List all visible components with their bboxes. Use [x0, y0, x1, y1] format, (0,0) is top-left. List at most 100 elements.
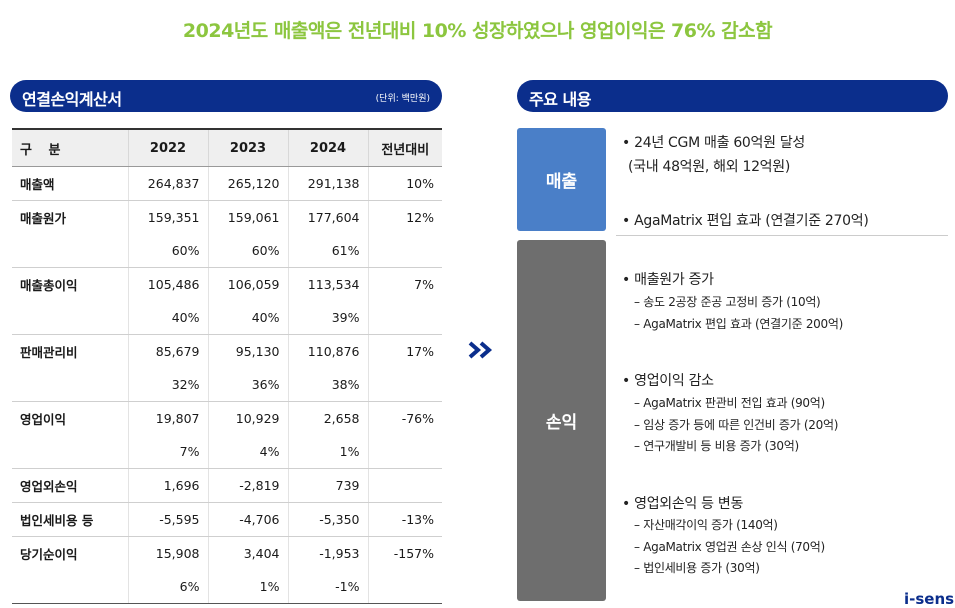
divider — [616, 235, 948, 236]
income-statement-title: 연결손익계산서 — [22, 90, 122, 109]
cell-2023: 3,404 — [208, 536, 289, 570]
row-label: 영업외손익 — [12, 468, 129, 503]
table-header-row: 구 분 2022 2023 2024 전년대비 — [12, 128, 442, 167]
cell-2023: 95,130 — [208, 334, 289, 368]
cell-2024: 291,138 — [288, 166, 369, 201]
cell-2023: 265,120 — [208, 166, 289, 201]
cell-yoy: 10% — [368, 166, 442, 201]
cell-2022: 85,679 — [128, 334, 209, 368]
cell-2022: -5,595 — [128, 502, 209, 537]
sales-bullet-sub: (국내 48억원, 해외 12억원) — [628, 159, 790, 175]
pl-section-head: • 영업이익 감소 — [622, 373, 714, 389]
pl-category-box: 손익 — [517, 240, 606, 601]
row-label: 판매관리비 — [12, 334, 129, 368]
table-row: 매출총이익 105,486 106,059 113,534 7% — [12, 267, 442, 301]
ratio-2024: 1% — [288, 435, 369, 469]
cell-2024: -5,350 — [288, 502, 369, 537]
header-2023: 2023 — [208, 128, 289, 167]
table-row: 당기순이익 15,908 3,404 -1,953 -157% — [12, 536, 442, 570]
cell-2023: -4,706 — [208, 502, 289, 537]
table-row: 영업이익 19,807 10,929 2,658 -76% — [12, 401, 442, 435]
key-points-header: 주요 내용 — [517, 80, 948, 112]
table-row-ratio: 60% 60% 61% — [12, 234, 442, 268]
cell-2022: 15,908 — [128, 536, 209, 570]
pl-category-label: 손익 — [545, 413, 578, 433]
row-label: 매출액 — [12, 166, 129, 201]
income-statement-table: 구 분 2022 2023 2024 전년대비 매출액 264,837 265,… — [12, 128, 442, 604]
row-label: 매출총이익 — [12, 267, 129, 301]
cell-yoy: -76% — [401, 411, 434, 426]
row-label: 당기순이익 — [12, 536, 129, 570]
sales-bullet: • 24년 CGM 매출 60억원 달성 — [622, 135, 806, 151]
cell-2023: 106,059 — [208, 267, 289, 301]
double-chevron-right-icon — [468, 341, 493, 359]
pl-section-item: – 연구개발비 등 비용 증가 (30억) — [634, 439, 799, 453]
ratio-2023: 1% — [208, 570, 289, 604]
cell-2024: 110,876 — [288, 334, 369, 368]
table-row: 영업외손익 1,696 -2,819 739 — [12, 468, 442, 503]
pl-section-item: – 법인세비용 증가 (30억) — [634, 561, 760, 575]
cell-yoy: -13% — [368, 502, 442, 537]
cell-2024: 739 — [288, 468, 369, 503]
cell-yoy: -157% — [393, 546, 434, 561]
cell-yoy: 17% — [406, 344, 434, 359]
header-yoy: 전년대비 — [368, 128, 442, 167]
table-row: 매출원가 159,351 159,061 177,604 12% — [12, 200, 442, 234]
ratio-2023: 4% — [208, 435, 289, 469]
pl-section-item: – AgaMatrix 판관비 전입 효과 (90억) — [634, 396, 825, 410]
sales-bullet: • AgaMatrix 편입 효과 (연결기준 270억) — [622, 213, 869, 229]
cell-2022: 159,351 — [128, 200, 209, 234]
ratio-2024: 39% — [288, 301, 369, 335]
ratio-2022: 40% — [128, 301, 209, 335]
ratio-2022: 60% — [128, 234, 209, 268]
cell-2022: 264,837 — [128, 166, 209, 201]
table-row-ratio: 7% 4% 1% — [12, 435, 442, 469]
header-2024: 2024 — [288, 128, 369, 167]
cell-2022: 105,486 — [128, 267, 209, 301]
cell-yoy — [368, 468, 442, 503]
row-label: 영업이익 — [12, 401, 129, 435]
cell-2024: 113,534 — [288, 267, 369, 301]
cell-2024: 2,658 — [288, 401, 369, 435]
key-points-title: 주요 내용 — [529, 90, 591, 109]
table-row: 매출액 264,837 265,120 291,138 10% — [12, 166, 442, 201]
ratio-2024: 38% — [288, 368, 369, 402]
pl-section-item: – AgaMatrix 영업권 손상 인식 (70억) — [634, 540, 825, 554]
ratio-2023: 40% — [208, 301, 289, 335]
cell-yoy: 7% — [414, 277, 434, 292]
sales-category-box: 매출 — [517, 128, 606, 231]
pl-section-item: – 자산매각이익 증가 (140억) — [634, 518, 778, 532]
row-label: 법인세비용 등 — [12, 502, 129, 537]
ratio-2022: 32% — [128, 368, 209, 402]
unit-label: (단위: 백만원) — [375, 94, 430, 104]
ratio-2024: 61% — [288, 234, 369, 268]
header-category: 구 분 — [12, 128, 129, 167]
ratio-2022: 7% — [128, 435, 209, 469]
table-row-ratio: 6% 1% -1% — [12, 570, 442, 604]
sales-category-label: 매출 — [545, 172, 578, 192]
table-row: 판매관리비 85,679 95,130 110,876 17% — [12, 334, 442, 368]
cell-2024: -1,953 — [288, 536, 369, 570]
company-logo: i-sens — [904, 590, 955, 608]
income-statement-header: 연결손익계산서 (단위: 백만원) — [10, 80, 442, 112]
table-row-ratio: 32% 36% 38% — [12, 368, 442, 402]
pl-section-item: – AgaMatrix 편입 효과 (연결기준 200억) — [634, 317, 843, 331]
ratio-2022: 6% — [128, 570, 209, 604]
cell-yoy: 12% — [406, 210, 434, 225]
cell-2023: 159,061 — [208, 200, 289, 234]
ratio-2024: -1% — [288, 570, 369, 604]
cell-2022: 1,696 — [128, 468, 209, 503]
pl-section-head: • 매출원가 증가 — [622, 272, 714, 288]
ratio-2023: 36% — [208, 368, 289, 402]
pl-section-item: – 송도 2공장 준공 고정비 증가 (10억) — [634, 295, 821, 309]
table-row: 법인세비용 등 -5,595 -4,706 -5,350 -13% — [12, 502, 442, 537]
cell-2022: 19,807 — [128, 401, 209, 435]
headline: 2024년도 매출액은 전년대비 10% 성장하였으나 영업이익은 76% 감소… — [182, 20, 773, 42]
cell-2024: 177,604 — [288, 200, 369, 234]
header-2022: 2022 — [128, 128, 209, 167]
pl-section-head: • 영업외손익 등 변동 — [622, 496, 744, 512]
cell-2023: 10,929 — [208, 401, 289, 435]
cell-2023: -2,819 — [208, 468, 289, 503]
pl-section-item: – 임상 증가 등에 따른 인건비 증가 (20억) — [634, 418, 839, 432]
ratio-2023: 60% — [208, 234, 289, 268]
